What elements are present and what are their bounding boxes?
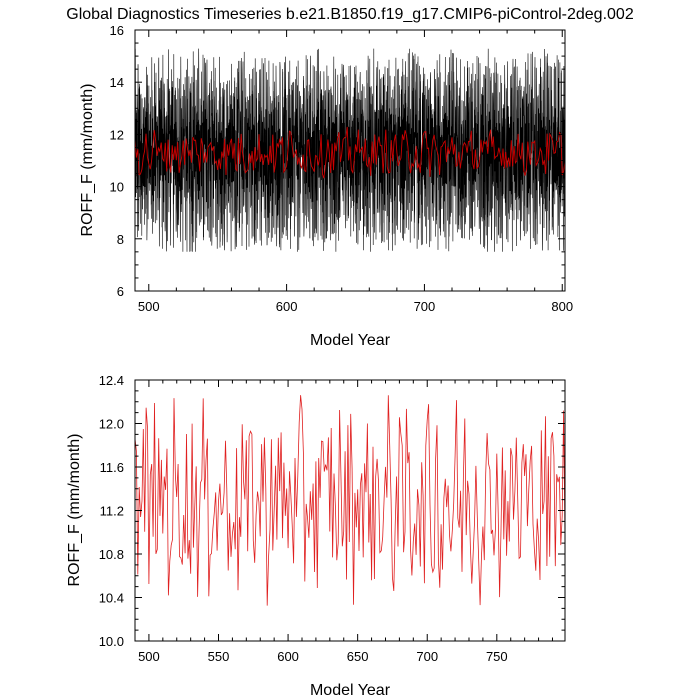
chart-title: Global Diagnostics Timeseries b.e21.B185… — [66, 6, 634, 23]
x-tick-label: 500 — [138, 299, 160, 314]
x-tick-label: 700 — [414, 299, 436, 314]
y-tick-label: 10.0 — [99, 634, 124, 649]
y-tick-label: 11.2 — [100, 504, 124, 519]
bottom-panel: Model Year ROFF_F (mm/month) 500 550 600 65… — [66, 373, 566, 699]
x-tick-label: 500 — [138, 649, 160, 664]
annual-series-line-1 — [134, 395, 566, 606]
annual-series-line-0 — [134, 126, 566, 179]
plot-area — [134, 395, 566, 606]
y-tick-label: 10 — [110, 180, 124, 195]
y-tick-label: 8 — [117, 232, 124, 247]
x-tick-label: 600 — [276, 299, 298, 314]
x-tick-label: 650 — [347, 649, 369, 664]
x-tick-label: 750 — [486, 649, 508, 664]
y-tick-label: 14 — [110, 75, 124, 90]
plot-area — [134, 48, 566, 252]
y-tick-label: 10.8 — [99, 547, 124, 562]
x-tick-label: 600 — [277, 649, 299, 664]
x-tick-label: 800 — [551, 299, 573, 314]
y-tick-label: 12 — [110, 127, 124, 142]
y-tick-label: 10.4 — [99, 591, 124, 606]
y-tick-label: 6 — [117, 284, 124, 299]
y-tick-label: 11.6 — [100, 460, 124, 475]
x-tick-label: 700 — [416, 649, 438, 664]
y-tick-label: 12.0 — [99, 417, 124, 432]
bottom-y-axis-label: ROFF_F (mm/month) — [66, 434, 83, 587]
y-tick-label: 16 — [110, 23, 124, 38]
top-panel: Model Year ROFF_F (mm/month) 500 600 700 80… — [79, 23, 573, 349]
x-tick-label: 550 — [208, 649, 230, 664]
top-x-axis-label: Model Year — [310, 332, 391, 349]
y-tick-label: 12.4 — [99, 373, 124, 388]
monthly-series-line-0 — [134, 48, 566, 252]
top-y-axis-label: ROFF_F (mm/month) — [79, 84, 96, 237]
bottom-x-axis-label: Model Year — [310, 682, 391, 699]
